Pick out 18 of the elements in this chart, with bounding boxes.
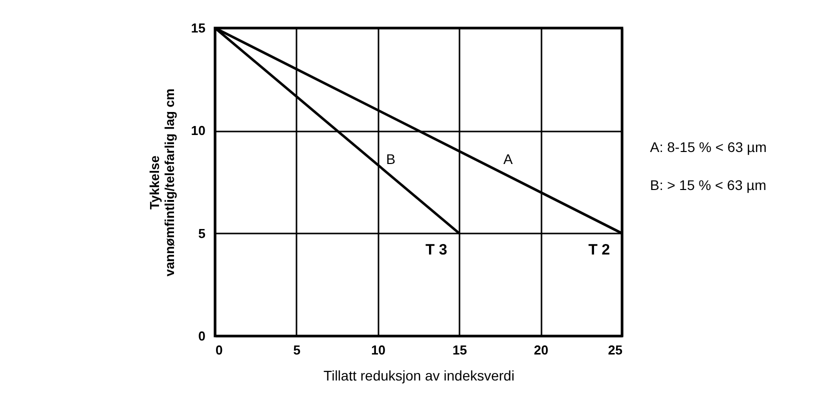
x-tick-label: 0 xyxy=(216,342,223,358)
series-label: A xyxy=(503,150,514,167)
y-tick-label: 5 xyxy=(198,226,206,241)
y-tick-label: 15 xyxy=(191,20,206,36)
text: B: > 15 % < 63 µm xyxy=(650,177,766,193)
y-tick-label: 10 xyxy=(191,123,206,138)
x-tick-label: 15 xyxy=(452,342,467,358)
x-tick-label: 25 xyxy=(608,342,622,358)
x-tick-label: 10 xyxy=(371,342,386,358)
annotation: T 2 xyxy=(588,241,610,258)
series-label: B xyxy=(386,150,396,167)
annotation: T 3 xyxy=(426,241,448,258)
y-tick-label: 0 xyxy=(198,328,206,344)
text: A: 8-15 % < 63 µm xyxy=(650,139,767,155)
y-axis-title: Tykkelse vannømfintlig/telefarlig lag cm xyxy=(147,88,178,276)
x-tick-label: 5 xyxy=(293,342,301,358)
x-tick-label: 20 xyxy=(534,342,548,358)
x-axis-title: Tillatt reduksjon av indeksverdi xyxy=(324,368,514,384)
